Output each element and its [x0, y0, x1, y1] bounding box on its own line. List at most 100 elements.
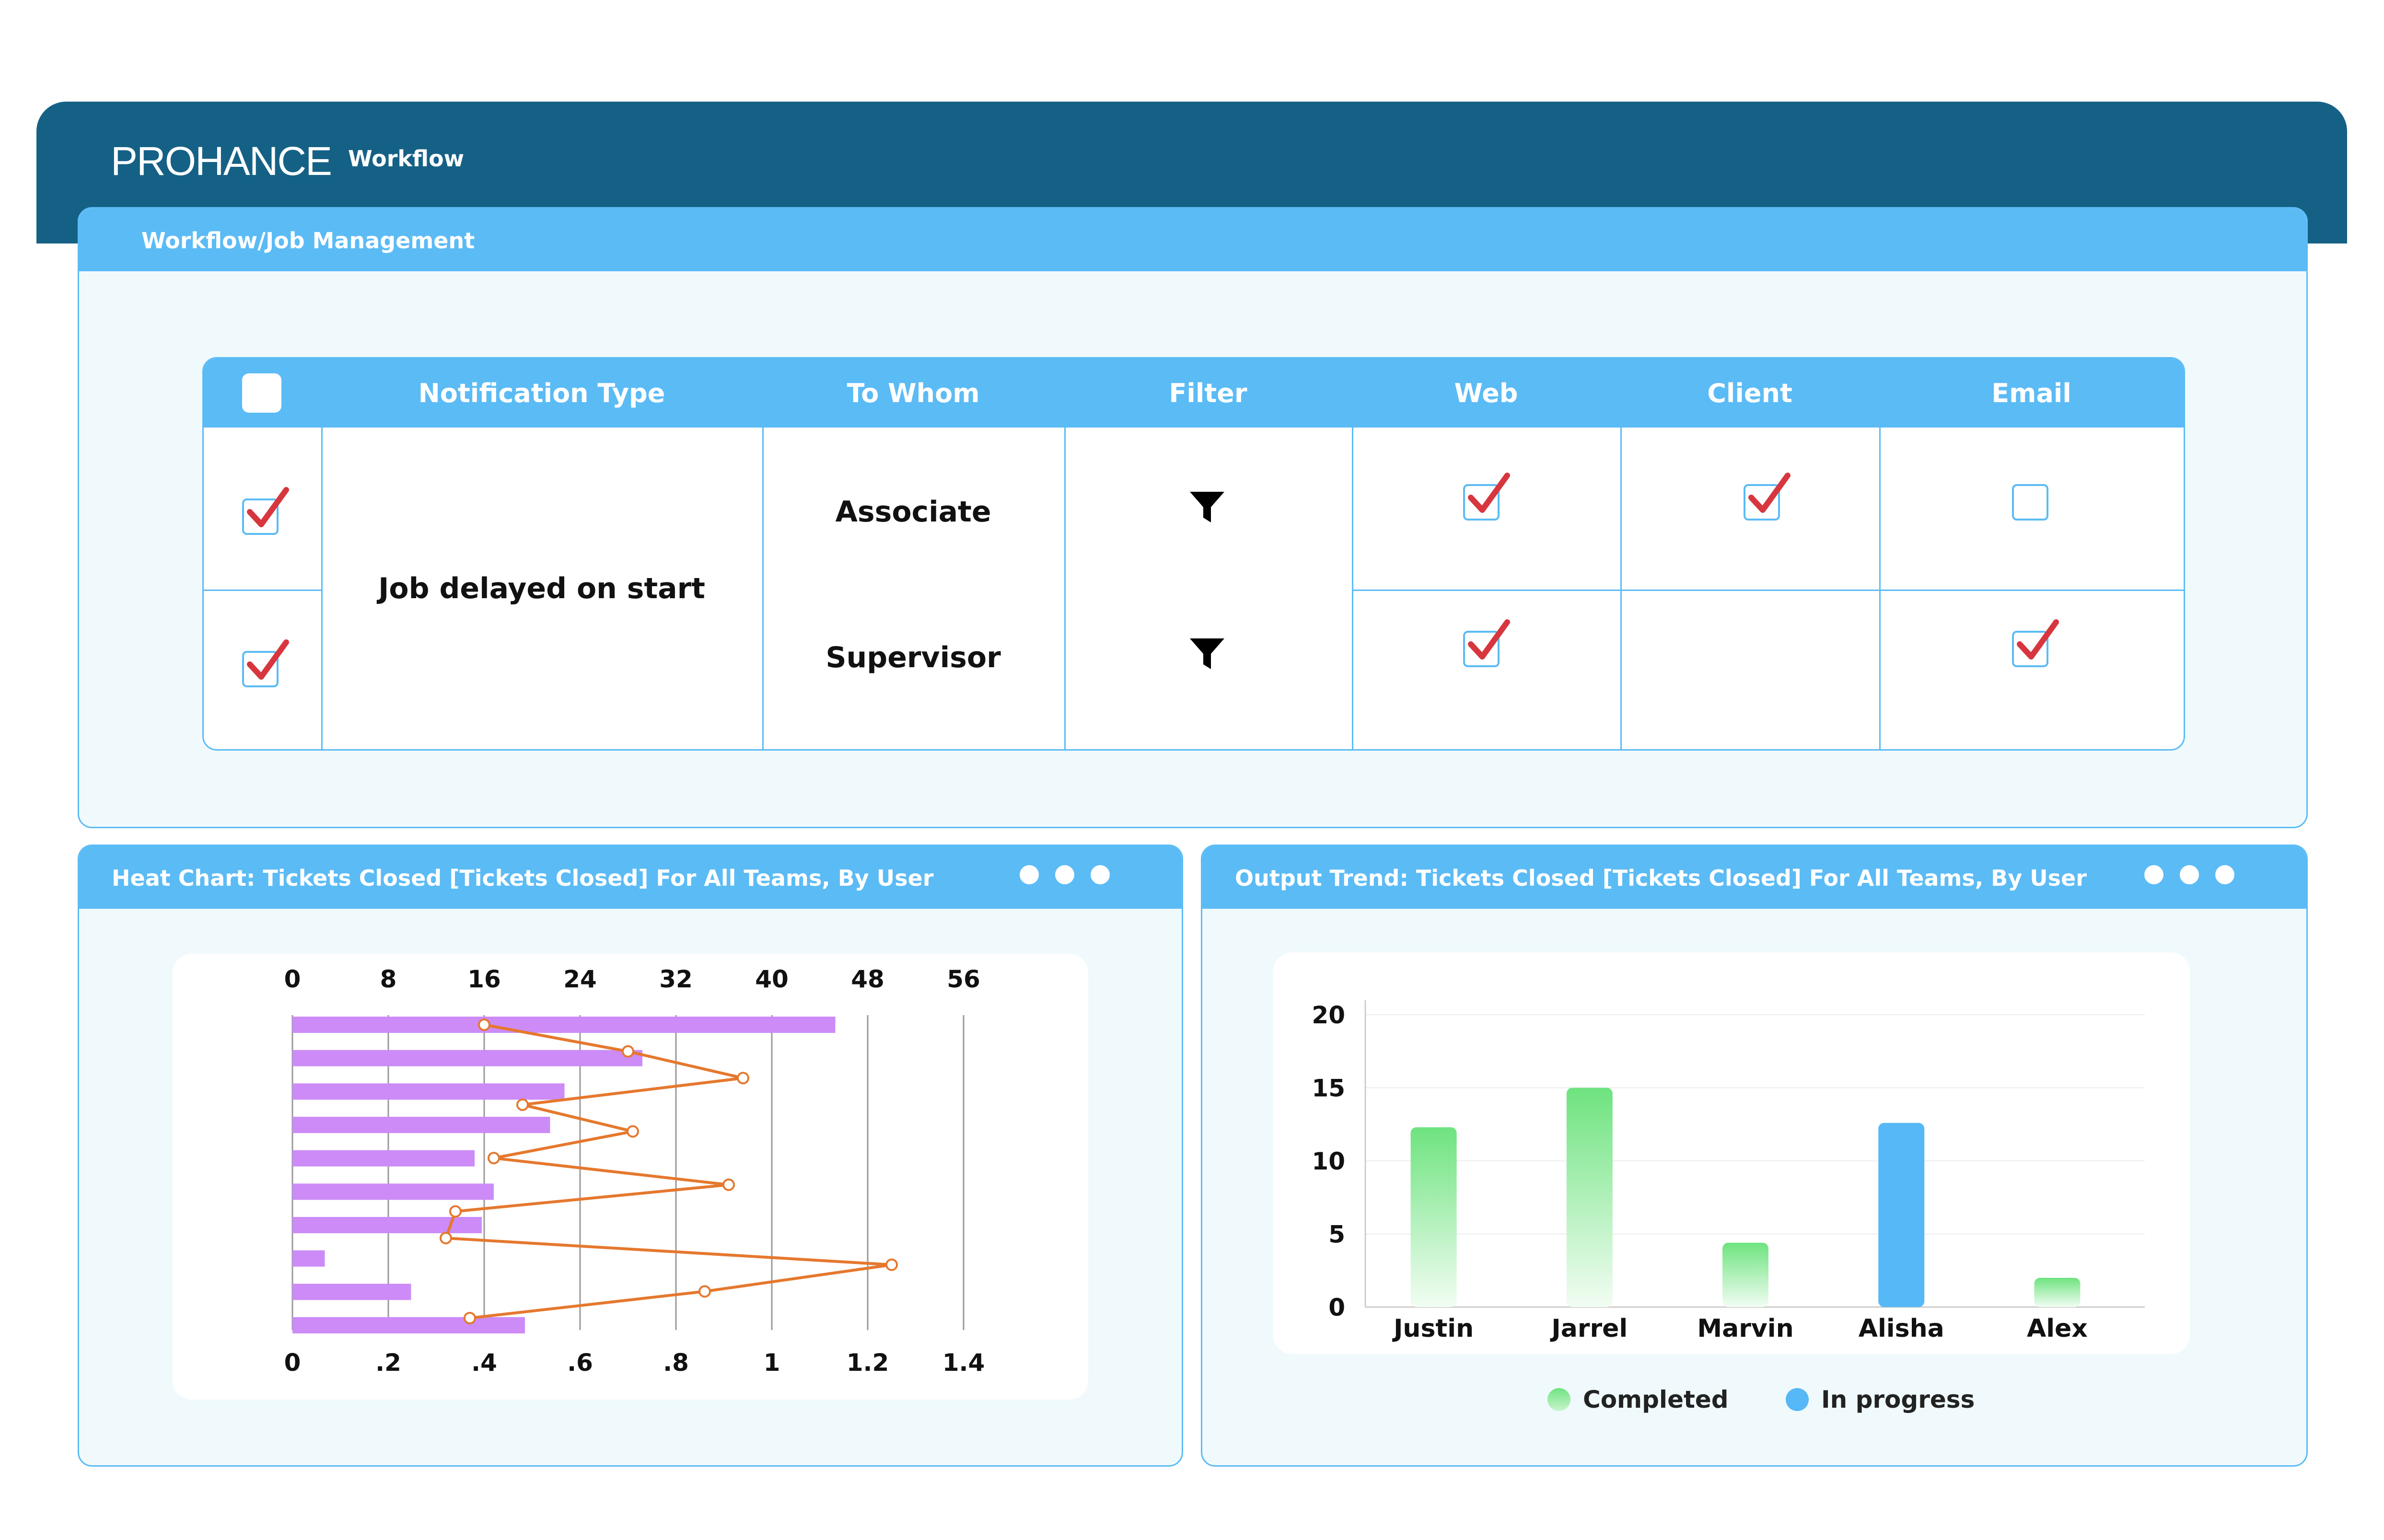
trend-bar: [1722, 1242, 1768, 1307]
legend-label: In progress: [1821, 1386, 1975, 1413]
email-checkbox[interactable]: [2012, 484, 2048, 521]
panel-title: Workflow/Job Management: [141, 228, 475, 254]
output-trend-title: Output Trend: Tickets Closed [Tickets Cl…: [1235, 865, 2087, 891]
web-checkbox[interactable]: [1463, 619, 1510, 667]
x-tick-label: Jarrel: [1550, 1314, 1628, 1343]
funnel-icon[interactable]: [1189, 489, 1225, 525]
bottom-tick-label: .6: [567, 1349, 593, 1377]
trend-bar: [1878, 1123, 1925, 1307]
window-dot-icon[interactable]: [1055, 865, 1074, 884]
y-tick-label: 15: [1312, 1075, 1345, 1102]
bottom-tick-label: .8: [663, 1349, 689, 1377]
bottom-tick-label: 0: [284, 1349, 301, 1377]
heat-line-point: [737, 1072, 749, 1085]
output-trend-chart: 0 5 10 15 20 Justin Jarrel Marvin Alisha Alex: [1312, 1000, 2145, 1343]
heat-bar: [292, 1017, 836, 1033]
y-tick-label: 20: [1312, 1001, 1345, 1029]
heat-bar: [292, 1150, 475, 1167]
divider: [762, 428, 764, 749]
select-all-checkbox[interactable]: [242, 373, 281, 413]
top-tick-label: 56: [947, 965, 980, 993]
bottom-tick-label: .2: [375, 1349, 401, 1377]
to-whom-cell: Associate: [835, 495, 991, 529]
window-dot-icon[interactable]: [2144, 865, 2163, 884]
window-dot-icon[interactable]: [1020, 865, 1039, 884]
heat-line-point: [488, 1152, 500, 1165]
heat-chart-header: Heat Chart: Tickets Closed [Tickets Clos…: [79, 846, 1182, 909]
top-tick-label: 16: [467, 965, 501, 993]
row-select-checkbox[interactable]: [242, 639, 289, 687]
to-whom-cell: Supervisor: [826, 641, 1001, 674]
heat-bar: [292, 1117, 550, 1133]
web-checkbox[interactable]: [1463, 473, 1510, 521]
bottom-tick-label: 1.4: [942, 1349, 985, 1377]
heat-chart-title: Heat Chart: Tickets Closed [Tickets Clos…: [112, 865, 934, 891]
heat-bar: [292, 1183, 494, 1200]
window-controls: [1020, 865, 1110, 884]
heat-bar: [292, 1250, 325, 1267]
window-dot-icon[interactable]: [2180, 865, 2199, 884]
heat-line-point: [440, 1232, 452, 1245]
notification-table: Notification Type To Whom Filter Web Cli…: [202, 357, 2185, 751]
client-checkbox[interactable]: [1744, 473, 1791, 521]
trend-bar: [1566, 1088, 1613, 1307]
row-select-checkbox[interactable]: [242, 487, 289, 535]
divider: [1620, 428, 1622, 749]
divider: [321, 428, 323, 749]
bottom-tick-label: 1: [764, 1349, 780, 1377]
trend-bar: [1410, 1127, 1457, 1307]
window-controls: [2144, 865, 2234, 884]
divider: [1352, 590, 2184, 591]
heat-line-point: [478, 1019, 490, 1031]
col-notification-type: Notification Type: [418, 378, 665, 408]
top-tick-label: 32: [659, 965, 693, 993]
top-tick-label: 40: [755, 965, 789, 993]
funnel-icon[interactable]: [1189, 636, 1225, 672]
bottom-tick-label: 1.2: [847, 1349, 889, 1377]
y-tick-label: 10: [1312, 1147, 1345, 1175]
legend-completed: Completed: [1547, 1386, 1729, 1413]
heat-line-point: [627, 1125, 639, 1138]
bottom-tick-label: .4: [471, 1349, 497, 1377]
heat-bar: [292, 1083, 565, 1100]
top-tick-label: 0: [284, 965, 301, 993]
heat-chart-card: 0 8 16 24 32 40 48 56 0 .2 .4 .6 .8 1 1.2 1.4: [173, 954, 1088, 1400]
heat-line-point: [464, 1312, 476, 1324]
col-filter: Filter: [1169, 378, 1247, 408]
heat-bar: [292, 1284, 411, 1300]
window-dot-icon[interactable]: [1091, 865, 1110, 884]
output-trend-panel: Output Trend: Tickets Closed [Tickets Cl…: [1201, 845, 2308, 1467]
output-trend-header: Output Trend: Tickets Closed [Tickets Cl…: [1202, 846, 2306, 909]
legend-swatch-completed: [1547, 1388, 1570, 1411]
col-web: Web: [1454, 378, 1518, 408]
heat-line-point: [622, 1045, 634, 1058]
table-header: [204, 359, 2184, 428]
top-tick-label: 48: [851, 965, 884, 993]
app-title: Workflow: [348, 146, 465, 172]
y-tick-label: 5: [1328, 1221, 1345, 1249]
window-dot-icon[interactable]: [2215, 865, 2234, 884]
prohance-logo: PROHANCE: [111, 139, 332, 184]
legend-in-progress: In progress: [1786, 1386, 1975, 1413]
email-checkbox[interactable]: [2012, 619, 2059, 667]
divider: [1064, 428, 1066, 749]
heat-chart-panel: Heat Chart: Tickets Closed [Tickets Clos…: [78, 845, 1183, 1467]
checkmark-icon: [1468, 473, 1510, 513]
x-tick-label: Marvin: [1697, 1314, 1793, 1343]
x-tick-label: Justin: [1392, 1314, 1474, 1343]
y-tick-label: 0: [1328, 1294, 1345, 1321]
output-trend-card: 0 5 10 15 20 Justin Jarrel Marvin Alisha Alex: [1273, 952, 2190, 1354]
heat-chart: 0 8 16 24 32 40 48 56 0 .2 .4 .6 .8 1 1.2 1.4: [284, 965, 985, 1377]
x-tick-label: Alisha: [1859, 1314, 1944, 1343]
legend-swatch-in-progress: [1786, 1388, 1809, 1411]
checkmark-icon: [2017, 619, 2059, 660]
checkmark-icon: [1468, 619, 1510, 660]
heat-line-point: [885, 1258, 898, 1271]
top-tick-label: 8: [380, 965, 397, 993]
notification-type-cell: Job delayed on start: [378, 571, 705, 605]
legend-label: Completed: [1583, 1386, 1729, 1413]
heat-bar: [292, 1050, 642, 1066]
divider: [204, 590, 321, 591]
heat-line: [443, 1023, 892, 1320]
divider: [1352, 428, 1353, 749]
